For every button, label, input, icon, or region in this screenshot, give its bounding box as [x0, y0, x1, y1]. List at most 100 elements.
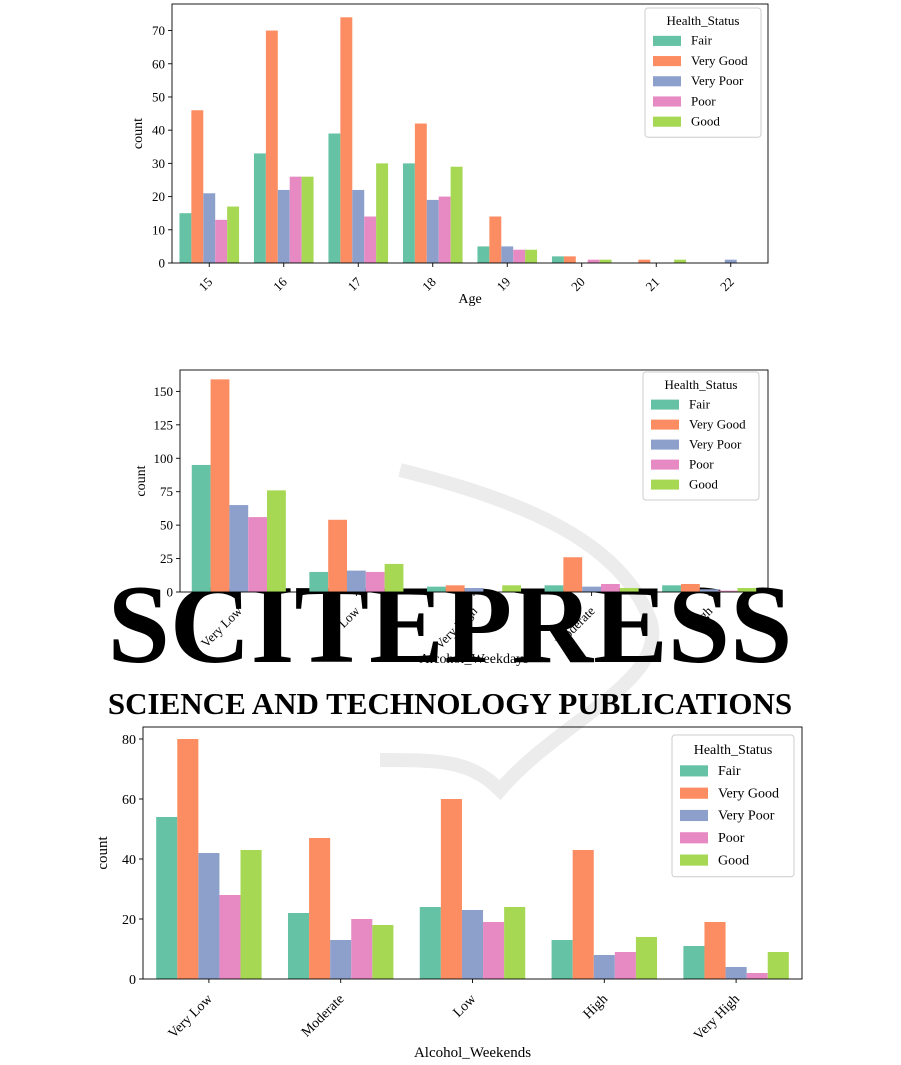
y-tick-label: 40	[122, 853, 136, 868]
x-axis: Very Low Moderate Low High Very High	[166, 979, 743, 1043]
legend: Health_Status Fair Very Good Very Poor Poor G…	[644, 7, 762, 138]
y-tick-label: 70	[152, 23, 165, 38]
bar-very-poor-22	[724, 259, 737, 263]
y-tick-label: 10	[152, 222, 165, 237]
y-tick-label: 40	[152, 123, 165, 138]
legend-swatch	[680, 854, 708, 866]
x-tick-label: 16	[270, 274, 290, 294]
legend-swatch	[651, 479, 679, 490]
legend-swatch	[653, 96, 681, 107]
bar-fair-15	[179, 213, 192, 263]
bar-good-17	[376, 163, 389, 263]
y-axis: 0 20 40 60 80	[122, 733, 143, 988]
y-axis-label: count	[134, 465, 149, 496]
bar-poor-15	[215, 219, 228, 263]
y-tick-label: 0	[167, 585, 174, 600]
bar-fair-16	[253, 153, 266, 263]
bar-good-high	[737, 587, 757, 592]
bar-good-21	[674, 259, 687, 263]
y-tick-label: 20	[122, 913, 136, 928]
bar-very-poor-moderate	[582, 586, 602, 592]
legend-label: Very Poor	[689, 436, 742, 451]
bar-very-good-moderate	[309, 838, 331, 979]
legend-swatch	[680, 787, 708, 799]
legend-swatch	[651, 419, 679, 430]
legend-label: Good	[691, 114, 720, 129]
bar-very-good-19	[489, 216, 502, 263]
bar-very-poor-17	[352, 189, 365, 263]
bar-good-20	[599, 259, 612, 263]
legend-label: Good	[689, 476, 718, 491]
bar-very-good-moderate	[563, 557, 583, 592]
x-tick-label: 17	[345, 274, 365, 294]
bar-poor-18	[438, 196, 451, 263]
legend-label: Poor	[689, 456, 714, 471]
bar-very-good-15	[191, 110, 204, 263]
legend-swatch	[680, 809, 708, 822]
bar-very-good-20	[563, 256, 576, 263]
bar-good-moderate	[372, 925, 394, 979]
x-tick-label: Low	[451, 991, 480, 1020]
legend-label: Very Good	[689, 416, 746, 431]
y-tick-label: 60	[122, 793, 136, 808]
bar-very-poor-very-low	[198, 853, 220, 979]
bar-good-very-high	[502, 585, 522, 592]
x-tick-label: Moderate	[299, 992, 348, 1041]
x-axis-label: Alcohol_Weekends	[414, 1045, 531, 1061]
watermark-swoosh	[379, 463, 660, 801]
x-tick-label: High	[581, 992, 611, 1022]
bar-good-very-low	[267, 490, 286, 592]
x-tick-label: 22	[717, 274, 737, 294]
legend-label: Very Good	[691, 53, 748, 68]
bar-fair-19	[477, 246, 490, 263]
bar-poor-17	[364, 216, 377, 263]
bar-fair-very-high	[426, 586, 446, 592]
x-tick-label: Very High	[691, 992, 743, 1044]
bar-good-moderate	[619, 587, 639, 592]
y-tick-label: 75	[160, 484, 173, 499]
bar-poor-low	[365, 571, 385, 592]
bar-good-low	[384, 563, 404, 592]
x-axis: 15 16 17 18 19 20 21 22	[196, 263, 737, 294]
y-axis-label: count	[131, 118, 146, 149]
x-axis-label: Alcohol_Weekdays	[419, 652, 528, 667]
x-axis-label: Age	[458, 292, 481, 307]
legend-label: Good	[718, 853, 749, 868]
bar-good-low	[504, 907, 526, 979]
bar-poor-very-high	[746, 973, 768, 979]
y-tick-label: 125	[154, 417, 174, 432]
bar-very-poor-19	[501, 246, 514, 263]
legend-swatch	[680, 765, 708, 777]
y-tick-label: 150	[154, 384, 174, 399]
bar-poor-moderate	[351, 919, 373, 979]
bar-very-poor-low	[346, 570, 366, 592]
bar-fair-very-low	[191, 464, 211, 592]
chart-3: 0 20 40 60 80 Very Low Moderate Low High Very Hig…	[95, 726, 803, 1061]
bar-poor-moderate	[601, 583, 620, 592]
legend: Health_Status Fair Very Good Very Poor Poor G…	[671, 734, 795, 878]
legend: Health_Status Fair Very Good Very Poor Poor G…	[642, 371, 760, 501]
bars-group	[191, 379, 757, 592]
bar-good-very-high	[767, 952, 789, 979]
legend-title: Health_Status	[665, 377, 738, 392]
y-tick-label: 80	[122, 733, 136, 748]
bar-very-good-very-high	[445, 585, 465, 592]
bar-very-poor-very-high	[464, 587, 484, 592]
bar-very-good-very-low	[210, 379, 230, 592]
legend-swatch	[651, 459, 679, 470]
bar-poor-low	[483, 922, 505, 979]
bar-fair-high	[551, 940, 573, 979]
bar-good-19	[525, 249, 538, 263]
bar-very-good-high	[680, 583, 700, 592]
bar-very-good-17	[340, 17, 353, 264]
bar-poor-high	[614, 952, 636, 979]
bar-very-good-very-low	[177, 739, 199, 979]
bar-fair-very-low	[156, 817, 178, 979]
legend-label: Fair	[691, 33, 713, 48]
legend-swatch	[653, 56, 681, 67]
x-tick-label: 19	[494, 274, 514, 294]
bar-fair-low	[309, 571, 329, 592]
legend-swatch	[651, 399, 679, 410]
bar-very-poor-moderate	[330, 940, 352, 979]
y-tick-label: 50	[152, 90, 165, 105]
